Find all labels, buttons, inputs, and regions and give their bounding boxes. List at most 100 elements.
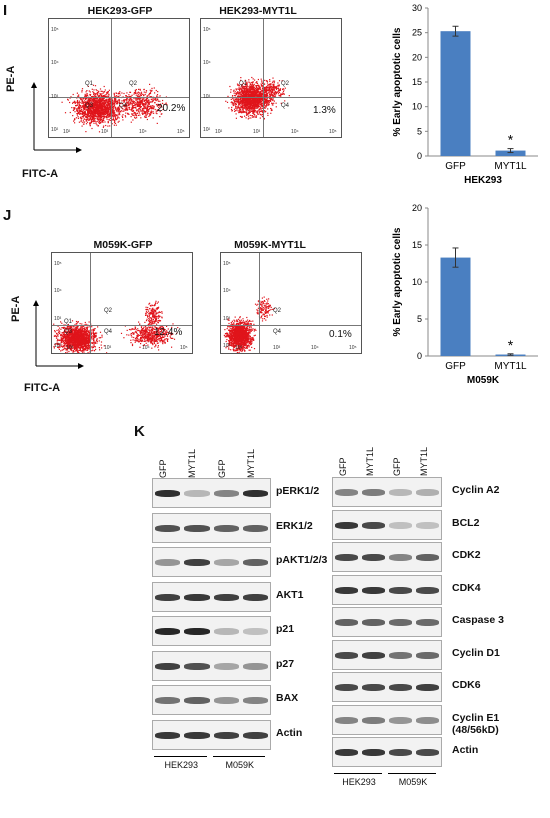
blot-band <box>155 731 181 739</box>
y-tick-label: 10 <box>412 102 422 112</box>
blot-band <box>213 662 239 670</box>
blot-band <box>362 554 385 561</box>
flow-plot: Q1 Q2 Q4 1.3% 10⁵ 10⁴ 10³ 10² 10² 10³ 10⁴ 10⁵ <box>200 18 342 138</box>
tick-label: 10³ <box>51 93 59 100</box>
bar <box>440 257 471 356</box>
blot-band <box>213 559 239 566</box>
lane-header: MYT1L <box>419 446 429 476</box>
axis-arrows <box>31 82 82 153</box>
tick-label: 10⁵ <box>203 27 211 33</box>
tick-label: 10² <box>203 127 211 133</box>
panel-label-i: I <box>3 2 8 19</box>
blot-band <box>335 521 358 529</box>
quadrant-label: Q4 <box>104 329 113 335</box>
tick-label: 10⁵ <box>177 129 185 135</box>
blot-band <box>362 684 385 691</box>
tick-label: 10³ <box>253 129 261 135</box>
blot-band <box>389 554 412 561</box>
blot-label: BCL2 <box>452 516 480 529</box>
x-axis-title: M059K <box>467 375 500 386</box>
quadrant-label: Q1 <box>239 81 248 87</box>
blot-band <box>335 684 358 691</box>
x-axis-label: FITC-A <box>22 168 59 180</box>
blot-band <box>242 559 268 566</box>
tick-label: 10² <box>215 129 223 135</box>
blot-band <box>242 628 268 635</box>
flow-plot: Q1 Q2 Q3 Q4 12.4% 10⁵ 10⁴ 10³ 10² 10² 10³ 10⁴ 1… <box>51 252 193 354</box>
tick-label: 10³ <box>101 129 109 135</box>
significance-marker: * <box>508 132 514 148</box>
y-tick-label: 15 <box>412 240 422 250</box>
blot-strip <box>152 616 271 646</box>
blot-band <box>389 684 412 691</box>
blot-band <box>213 593 239 601</box>
blot-band <box>362 619 385 626</box>
y-tick-label: 5 <box>417 126 422 136</box>
blot-band <box>362 651 385 659</box>
blot-band <box>155 524 181 532</box>
blot-strip <box>152 547 271 577</box>
panel-label-j: J <box>3 207 12 224</box>
bar-chart-hek293: 0 5 10 15 20 25 30 % Early apoptotic cells GFP MY… <box>392 3 538 186</box>
flow-plot: Q1 Q2 Q3 Q4 20.2% 10⁵ 10⁴ 10³ 10² 10² 10³ 10⁴ 1… <box>48 18 190 138</box>
tick-label: 10⁴ <box>223 288 231 295</box>
blot-band <box>416 586 439 594</box>
tick-label: 10³ <box>203 93 211 100</box>
blot-band <box>155 662 181 670</box>
blot-band <box>416 619 439 626</box>
tick-label: 10⁵ <box>349 345 357 351</box>
tick-label: 10³ <box>54 315 62 322</box>
blot-band <box>213 731 239 739</box>
blot-strip <box>152 685 271 715</box>
y-axis-title: % Early apoptotic cells <box>392 27 403 136</box>
blot-band <box>416 489 439 496</box>
quadrant-label: Q2 <box>104 308 113 314</box>
quadrant-label: Q2 <box>129 81 138 87</box>
blot-band <box>389 619 412 626</box>
blot-band <box>184 524 210 532</box>
blot-label: ERK1/2 <box>276 519 313 532</box>
tick-label: 10⁵ <box>329 129 337 135</box>
group-label: HEK293 <box>164 759 199 770</box>
blot-label: Caspase 3 <box>452 614 504 626</box>
blot-label: Cyclin A2 <box>452 484 500 496</box>
y-tick-label: 25 <box>412 28 422 38</box>
group-underline <box>154 755 207 757</box>
group-underline <box>388 773 436 774</box>
blot-strip <box>332 607 442 637</box>
blot-strip <box>332 477 442 507</box>
blot-band <box>389 749 412 756</box>
flow-plot: Q2 Q4 0.1% 10⁵ 10⁴ 10³ 10² 10² 10³ 10⁴ 10⁵ <box>220 252 362 354</box>
blot-label: p27 <box>276 657 295 670</box>
blot-band <box>155 628 181 635</box>
quadrant-label: Q1 <box>64 319 73 325</box>
blot-strip <box>152 478 271 508</box>
blot-band <box>242 524 268 532</box>
blot-strip <box>332 672 442 702</box>
tick-label: 10³ <box>104 345 112 351</box>
quadrant-label: Q1 <box>85 81 94 87</box>
blot-band <box>242 490 268 497</box>
quadrant-label: Q4 <box>281 103 290 109</box>
blot-band <box>416 749 439 756</box>
blot-strip <box>332 574 442 605</box>
tick-label: 10⁴ <box>54 288 62 295</box>
blot-band <box>184 490 210 497</box>
scatter-dots <box>53 300 179 353</box>
scatter-dots <box>225 76 290 120</box>
quadrant-label: Q2 <box>281 81 290 87</box>
x-axis-label: FITC-A <box>24 382 61 394</box>
blot-band <box>242 662 268 670</box>
blot-label: CDK6 <box>452 679 481 691</box>
blot-label: Cyclin D1 <box>452 646 500 659</box>
blot-band <box>242 731 268 739</box>
blot-band <box>335 619 358 626</box>
tick-label: 10² <box>235 345 243 351</box>
tick-label: 10³ <box>273 345 281 351</box>
blot-strip <box>332 704 442 735</box>
tick-label: 10⁴ <box>142 345 150 351</box>
tick-label: 10⁵ <box>54 261 62 267</box>
tick-label: 10² <box>54 343 62 349</box>
tick-label: 10² <box>51 127 59 133</box>
y-tick-label: 5 <box>417 314 422 324</box>
